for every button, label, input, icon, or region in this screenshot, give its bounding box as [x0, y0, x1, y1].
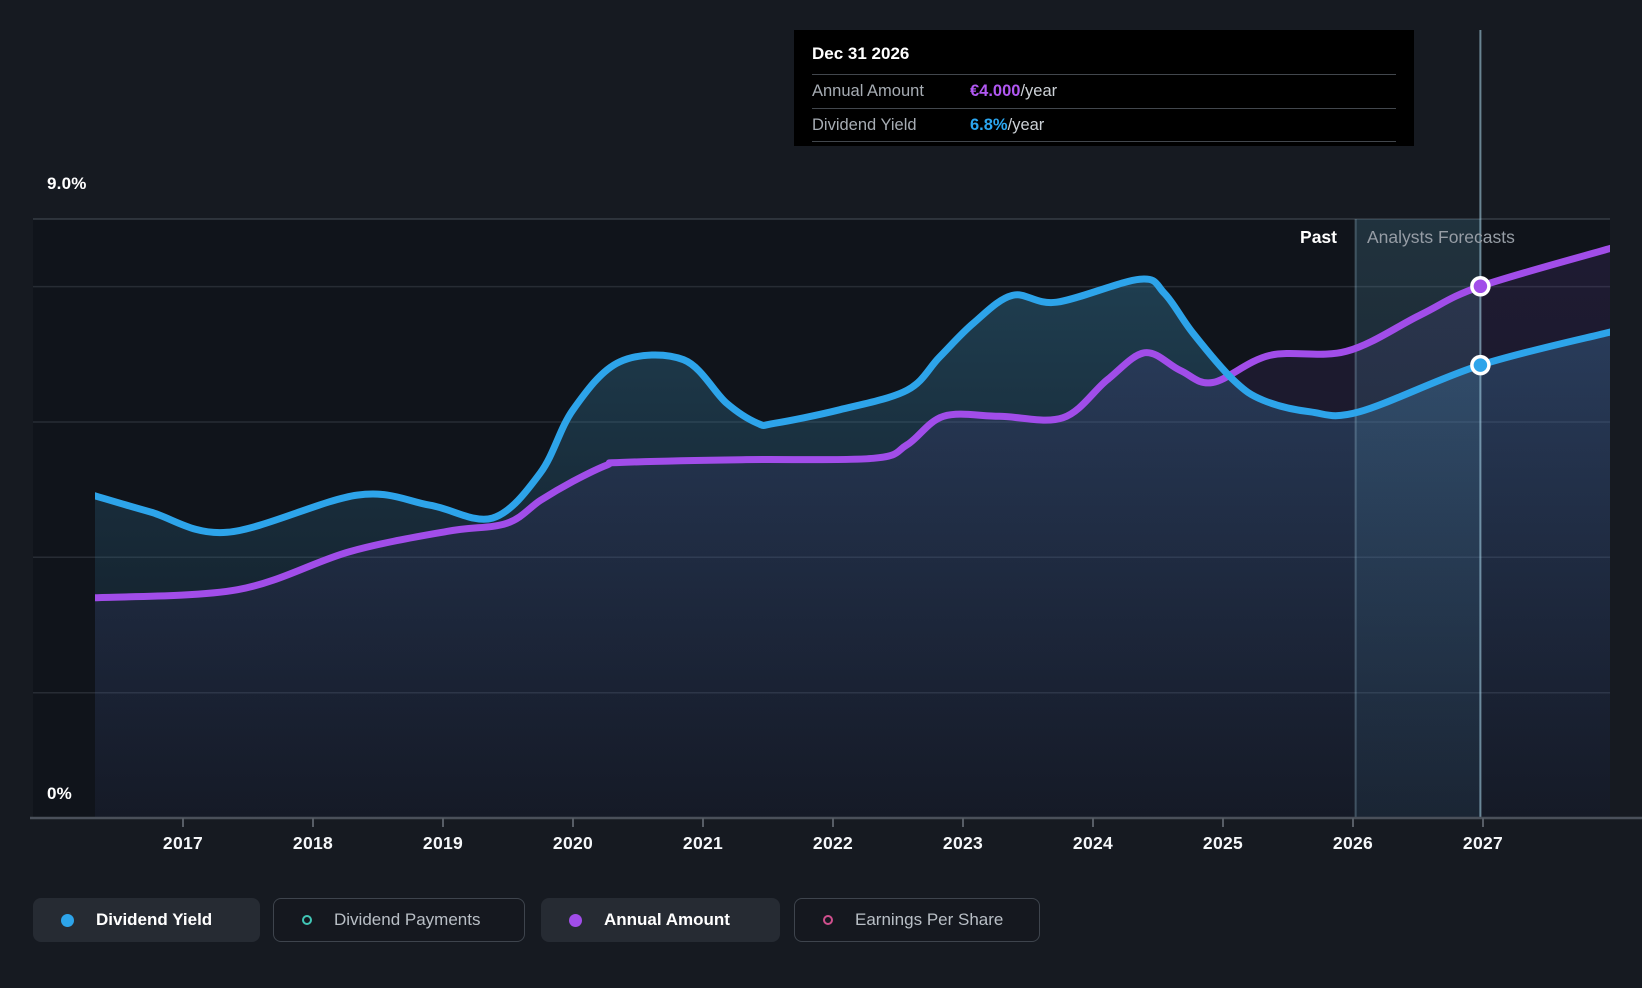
legend-chip-label: Annual Amount [604, 910, 730, 929]
legend-chip-label: Earnings Per Share [855, 910, 1004, 929]
tooltip-row-label: Annual Amount [812, 82, 924, 100]
annual-amount-area [95, 248, 1610, 818]
tooltip-row-suffix: /year [1020, 82, 1058, 100]
annual-amount-line [95, 244, 1610, 602]
y-axis-min-label: 0% [47, 784, 72, 803]
tooltip-rows: Annual Amount €4.000/year Dividend Yield 6.… [812, 74, 1396, 142]
tooltip-row-suffix: /year [1007, 115, 1045, 134]
legend-filled-dot-icon [61, 913, 74, 927]
x-axis-year-label: 2027 [1462, 833, 1504, 853]
tooltip-row-value: €4.000 [970, 82, 1021, 100]
series-lines [95, 244, 1610, 602]
x-axis-year-label: 2026 [1332, 833, 1374, 853]
legend-chip-dividend-payments[interactable]: Dividend Payments [273, 898, 525, 942]
legend-chip-label: Dividend Payments [334, 910, 481, 929]
tooltip-date: Dec 31 2026 [812, 44, 910, 63]
x-axis-year-label: 2025 [1202, 833, 1244, 853]
legend-chip-earnings-per-share[interactable]: Earnings Per Share [794, 898, 1040, 942]
tooltip-row: Dividend Yield 6.8%/year [812, 108, 1396, 142]
series-area-fills [95, 248, 1610, 818]
annual-amount-marker-dot[interactable] [1470, 276, 1491, 297]
tooltip-row-label: Dividend Yield [812, 115, 917, 134]
legend-ring-icon [302, 915, 312, 925]
x-axis-year-label: 2022 [812, 833, 854, 853]
past-region-label: Past [1300, 227, 1337, 247]
x-axis-year-label: 2018 [292, 833, 334, 853]
legend-chip-annual-amount[interactable]: Annual Amount [541, 898, 780, 942]
analysts-forecasts-region-label: Analysts Forecasts [1367, 227, 1515, 247]
tooltip-row: Annual Amount €4.000/year [812, 74, 1396, 108]
dividend-yield-marker-dot[interactable] [1470, 354, 1491, 376]
x-axis-year-label: 2019 [422, 833, 464, 853]
x-axis-year-label: 2020 [552, 833, 594, 853]
x-axis-year-label: 2021 [682, 833, 724, 853]
forecast-highlight-band [1355, 219, 1481, 818]
legend-ring-icon [823, 915, 833, 925]
legend-chip-dividend-yield[interactable]: Dividend Yield [33, 898, 260, 942]
dividend-yield-line [95, 275, 1610, 537]
y-axis-max-label: 9.0% [47, 174, 87, 193]
x-axis-ticks [182, 818, 1484, 827]
legend-chip-label: Dividend Yield [96, 910, 213, 929]
chart-tooltip: Dec 31 2026 Annual Amount €4.000/year Divi… [794, 30, 1414, 146]
x-axis-year-label: 2017 [162, 833, 204, 853]
legend-filled-dot-icon [569, 913, 582, 927]
x-axis-year-label: 2024 [1072, 833, 1114, 853]
tooltip-row-value: 6.8% [970, 115, 1008, 134]
x-axis-year-label: 2023 [942, 833, 984, 853]
